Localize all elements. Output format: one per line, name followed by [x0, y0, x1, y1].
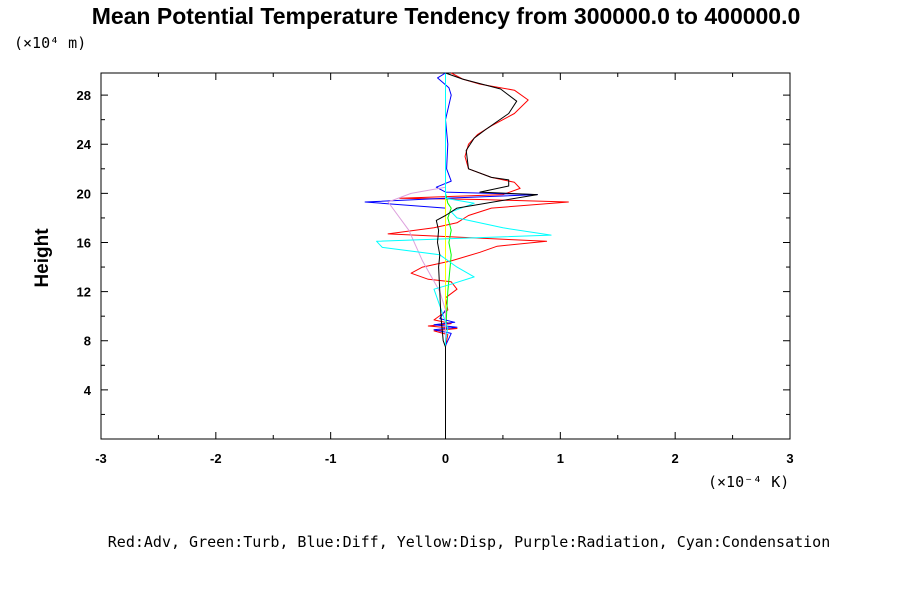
y-tick-label: 12 — [77, 285, 91, 300]
x-tick-label: -2 — [210, 451, 222, 466]
x-tick-label: 3 — [786, 451, 793, 466]
x-unit-label: (×10⁻⁴ K) — [708, 473, 789, 491]
x-tick-label: 1 — [557, 451, 564, 466]
y-tick-label: 4 — [84, 383, 92, 398]
x-tick-label: 0 — [442, 451, 449, 466]
y-tick-labels: 4 8 12 16 20 24 28 — [77, 88, 92, 398]
y-tick-label: 28 — [77, 88, 91, 103]
x-tick-label: -1 — [325, 451, 337, 466]
y-tick-label: 20 — [77, 186, 91, 201]
y-unit-label: (×10⁴ m) — [14, 34, 86, 52]
y-tick-label: 24 — [77, 137, 92, 152]
series-lines — [364, 72, 569, 439]
chart-title: Mean Potential Temperature Tendency from… — [92, 3, 801, 29]
y-tick-label: 16 — [77, 235, 91, 250]
series-line-adv — [387, 72, 569, 439]
series-line-radiation — [387, 73, 446, 439]
series-line-total — [435, 72, 538, 439]
series-line-condensation — [376, 73, 552, 439]
x-tick-label: 2 — [672, 451, 679, 466]
y-axis-label: Height — [32, 228, 53, 288]
y-tick-label: 8 — [84, 334, 91, 349]
legend-text: Red:Adv, Green:Turb, Blue:Diff, Yellow:D… — [108, 533, 830, 551]
x-tick-labels: -3 -2 -1 0 1 2 3 — [95, 451, 793, 466]
series-line-turb — [445, 73, 452, 439]
x-tick-label: -3 — [95, 451, 107, 466]
